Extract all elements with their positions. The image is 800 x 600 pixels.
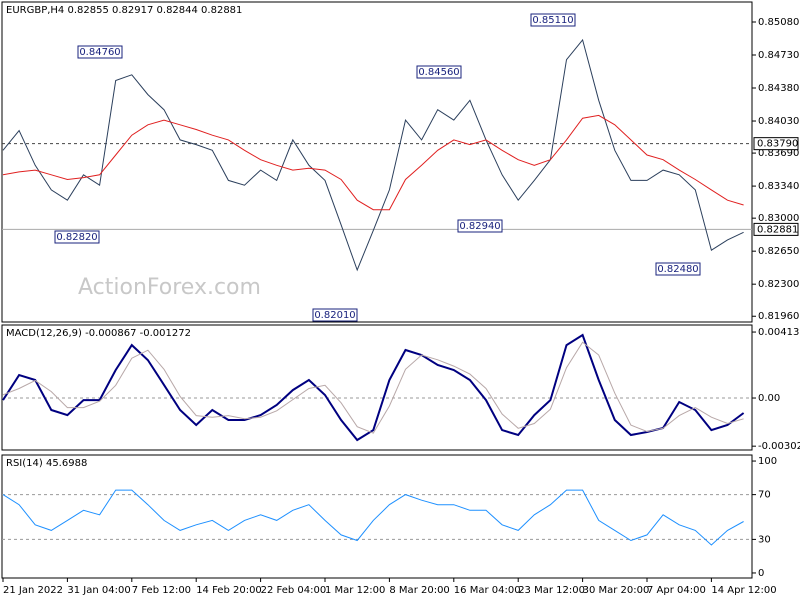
annotation: 0.82010 — [314, 310, 355, 321]
y-tick-label: -0.00302 — [758, 441, 800, 452]
y-tick-label: 0.82300 — [758, 279, 799, 290]
x-tick-label: 14 Apr 12:00 — [711, 585, 776, 596]
x-tick-label: 30 Mar 20:00 — [583, 585, 650, 596]
panel-title: MACD(12,26,9) -0.000867 -0.001272 — [6, 328, 191, 339]
y-tick-label: 0.83690 — [758, 148, 799, 159]
annotation: 0.82820 — [56, 232, 97, 243]
annotation-box — [530, 13, 576, 27]
x-tick-label: 22 Feb 04:00 — [261, 585, 327, 596]
panel-title: EURGBP,H4 0.82855 0.82917 0.82844 0.8288… — [6, 5, 242, 16]
y-tick-label: 0.00 — [758, 393, 780, 404]
y-tick-label: 0.83340 — [758, 181, 799, 192]
y-tick-label: 0 — [758, 568, 764, 579]
y-tick-label: 100 — [758, 456, 777, 467]
x-tick-label: 8 Mar 20:00 — [389, 585, 449, 596]
series-line — [2, 333, 745, 442]
annotation: 0.84760 — [79, 47, 120, 58]
y-tick-label: 0.004138 — [758, 327, 800, 338]
annotation-box — [457, 219, 503, 233]
level-box — [753, 137, 799, 151]
current-label: 0.82881 — [757, 224, 798, 235]
x-tick-label: 7 Feb 12:00 — [132, 585, 191, 596]
x-tick-label: 16 Mar 04:00 — [454, 585, 521, 596]
y-tick-label: 0.81960 — [758, 311, 799, 322]
annotation: 0.85110 — [532, 15, 573, 26]
annotation-box — [655, 262, 701, 276]
series-line — [2, 114, 744, 211]
x-tick-label: 7 Apr 04:00 — [647, 585, 706, 596]
annotation-box — [54, 230, 100, 244]
watermark: ActionForex.com — [78, 275, 261, 300]
y-tick-label: 0.83000 — [758, 213, 799, 224]
y-tick-label: 0.82650 — [758, 246, 799, 257]
panel-title: RSI(14) 45.6988 — [6, 458, 87, 469]
x-tick-label: 1 Mar 12:00 — [325, 585, 385, 596]
x-tick-label: 14 Feb 20:00 — [196, 585, 262, 596]
y-tick-label: 0.84730 — [758, 50, 799, 61]
series-line — [2, 341, 744, 434]
y-tick-label: 70 — [758, 490, 771, 501]
y-tick-label: 30 — [758, 534, 771, 545]
annotation: 0.82480 — [657, 264, 698, 275]
annotation-box — [416, 65, 462, 79]
series-line — [2, 38, 744, 272]
annotation: 0.82940 — [459, 221, 500, 232]
x-tick-label: 31 Jan 04:00 — [67, 585, 130, 596]
annotation-box — [77, 45, 123, 59]
series-line — [2, 489, 744, 546]
current-box — [753, 222, 799, 236]
annotation: 0.84560 — [418, 67, 459, 78]
panel — [1, 324, 753, 451]
x-tick-label: 23 Mar 12:00 — [518, 585, 585, 596]
y-tick-label: 0.84380 — [758, 83, 799, 94]
y-tick-label: 0.84030 — [758, 116, 799, 127]
x-tick-label: 21 Jan 2022 — [3, 585, 63, 596]
level-label: 0.83790 — [757, 139, 798, 150]
panel — [1, 1, 753, 323]
annotation-box — [312, 308, 358, 322]
y-tick-label: 0.85080 — [758, 17, 799, 28]
